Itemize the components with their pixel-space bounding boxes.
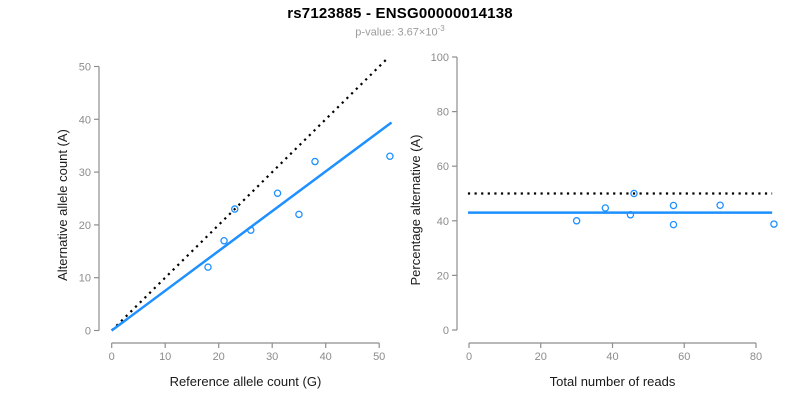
x-axis-tick-label: 40 (320, 351, 332, 363)
x-axis-tick-label: 20 (213, 351, 225, 363)
data-point (626, 211, 635, 219)
y-axis-title: Alternative allele count (A) (55, 129, 70, 281)
x-axis-tick-label: 0 (109, 351, 115, 363)
x-axis-tick-label: 40 (606, 351, 618, 363)
data-point (572, 217, 581, 225)
y-axis-tick-label: 0 (443, 325, 449, 337)
figure-title: rs7123885 - ENSG00000014138 (287, 5, 513, 22)
y-axis-tick-label: 80 (437, 107, 449, 119)
data-point (220, 236, 228, 245)
data-point (295, 210, 303, 219)
y-axis-tick-label: 50 (79, 62, 91, 74)
y-axis-title: Percentage alternative (A) (408, 134, 423, 285)
y-axis-tick-label: 20 (79, 220, 91, 232)
y-axis-tick-label: 40 (437, 216, 449, 228)
y-axis-tick-label: 0 (85, 326, 91, 338)
data-point (770, 220, 778, 228)
x-axis-tick-label: 30 (266, 351, 278, 363)
data-point (716, 201, 724, 209)
data-point (273, 189, 282, 197)
pvalue-exponent: -3 (437, 24, 445, 33)
data-point (601, 204, 610, 212)
figure-subtitle: p-value: 3.67×10-3 (0, 24, 800, 39)
x-axis-tick-label: 20 (535, 351, 547, 363)
percentage-vs-reads-scatter: 0 20 40 60 80 100 0 20 40 60 80 Total number of rea… (408, 52, 778, 389)
fit-line (110, 121, 393, 332)
y-axis-tick-label: 40 (79, 114, 91, 126)
data-point (669, 220, 678, 229)
data-point (204, 263, 212, 271)
x-axis-tick-label: 10 (159, 351, 171, 363)
y-axis-tick-label: 30 (79, 167, 91, 179)
identity-line (110, 57, 389, 332)
data-point (230, 205, 239, 213)
data-point (630, 189, 638, 198)
y-axis-tick-label: 60 (437, 161, 449, 173)
data-point (669, 201, 678, 210)
x-axis-tick-label: 60 (678, 351, 690, 363)
x-axis-tick-label: 80 (750, 351, 762, 363)
x-axis-title: Reference allele count (G) (170, 374, 322, 389)
pvalue-text: p-value: 3.67×10 (355, 26, 438, 39)
y-axis-tick-label: 20 (437, 270, 449, 282)
y-axis-tick-label: 10 (79, 273, 91, 285)
x-axis-tick-label: 0 (466, 351, 472, 363)
data-point (386, 152, 394, 161)
data-point (247, 226, 255, 234)
allele-counts-scatter: 0 10 20 30 40 50 0 10 20 30 40 50 Reference allele c… (55, 57, 394, 389)
y-axis-tick-label: 100 (431, 52, 449, 64)
x-axis-tick-label: 50 (373, 351, 385, 363)
data-point (311, 157, 319, 166)
x-axis-title: Total number of reads (550, 374, 676, 389)
